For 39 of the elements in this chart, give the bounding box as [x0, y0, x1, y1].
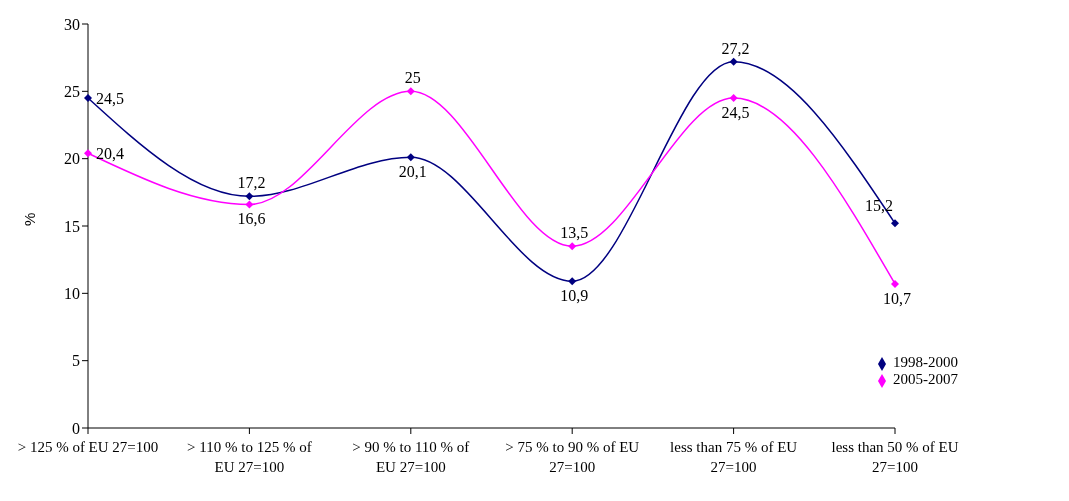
point	[729, 57, 738, 66]
data-label: 24,5	[721, 104, 750, 122]
x-tick-label: > 90 % to 110 % of EU 27=100	[352, 439, 470, 475]
point	[568, 242, 577, 251]
y-tick-label: 10	[64, 285, 80, 303]
x-tick-label: > 125 % of EU 27=100	[17, 439, 159, 455]
data-label: 10,7	[883, 289, 911, 307]
y-tick-label: 15	[64, 217, 80, 235]
point	[84, 94, 92, 103]
data-label: 20,1	[398, 163, 427, 181]
y-tick-label: 5	[72, 352, 80, 370]
point	[729, 94, 738, 103]
data-label: 17,2	[237, 174, 266, 192]
data-label: 16,6	[237, 210, 266, 228]
point	[245, 192, 254, 201]
point	[245, 200, 254, 209]
legend-label: 2005-2007	[893, 371, 958, 387]
point	[891, 279, 899, 288]
data-label: 27,2	[721, 39, 750, 57]
y-tick-label: 0	[72, 419, 80, 437]
y-tick-label: 30	[64, 15, 80, 33]
data-label: 10,9	[560, 287, 589, 305]
data-label: 24,5	[96, 90, 124, 108]
point	[84, 149, 92, 158]
data-label: 25	[404, 69, 421, 87]
x-tick-label: > 110 % to 125 % of EU 27=100	[187, 439, 312, 475]
data-label: 20,4	[96, 145, 124, 163]
y-tick-label: 20	[64, 150, 80, 168]
x-tick-label: less than 50 % of EU 27=100	[831, 439, 959, 475]
x-tick-label: less than 75 % of EU 27=100	[670, 439, 798, 475]
point	[406, 153, 415, 162]
y-axis-title: %	[21, 212, 39, 226]
point	[891, 219, 899, 228]
x-tick-label: > 75 % to 90 % of EU 27=100	[505, 439, 640, 475]
point	[568, 277, 577, 286]
data-label: 13,5	[560, 224, 589, 242]
point	[406, 87, 415, 96]
y-tick-label: 25	[64, 83, 80, 101]
legend-label: 1998-2000	[893, 354, 958, 370]
